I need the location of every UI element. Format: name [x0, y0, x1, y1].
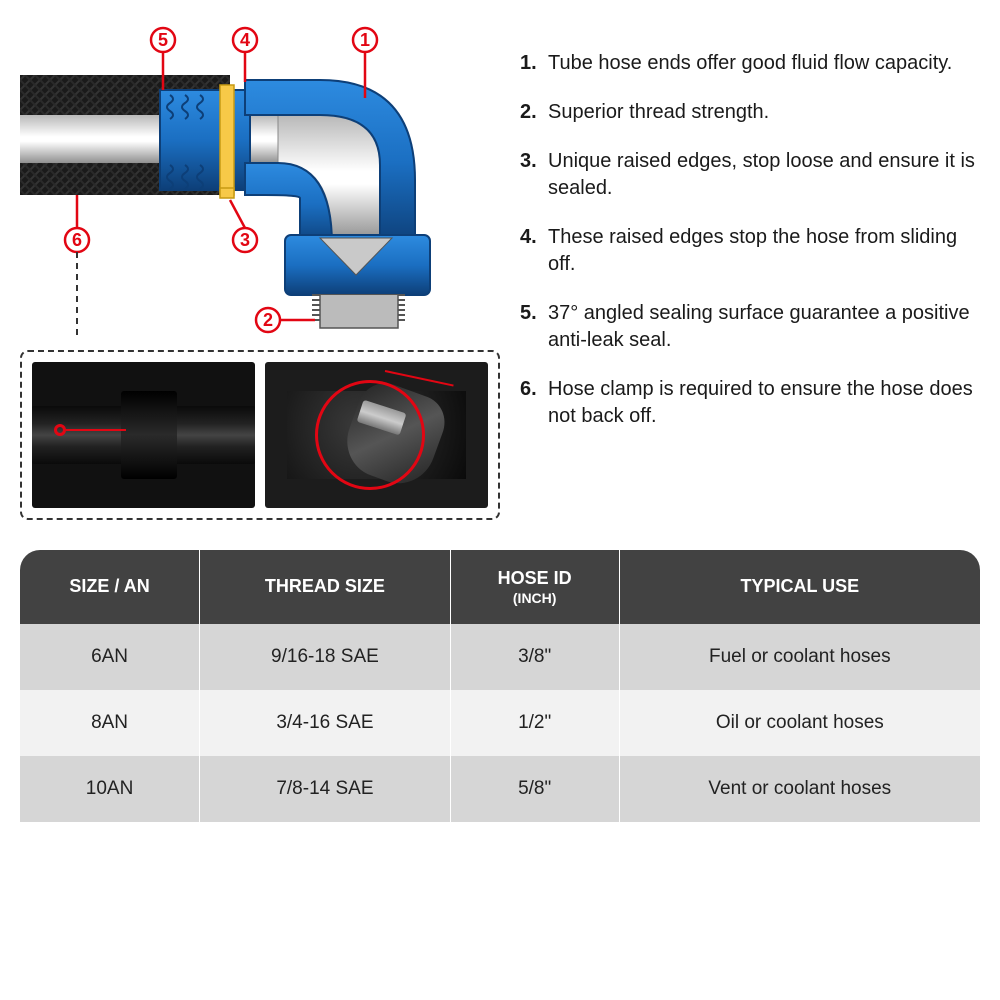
- table-row: 8AN 3/4-16 SAE 1/2" Oil or coolant hoses: [20, 690, 980, 756]
- hose-end-photo: [32, 362, 255, 508]
- col-thread: THREAD SIZE: [200, 550, 451, 624]
- callout-2: 2: [263, 310, 273, 330]
- hose-fitting-cutaway-diagram: 5 4 1 6 3 2: [20, 20, 500, 340]
- feature-item: 3.Unique raised edges, stop loose and en…: [520, 148, 980, 202]
- callout-5: 5: [158, 30, 168, 50]
- col-use: TYPICAL USE: [620, 550, 980, 624]
- feature-item: 4.These raised edges stop the hose from …: [520, 224, 980, 278]
- feature-item: 1.Tube hose ends offer good fluid flow c…: [520, 50, 980, 77]
- hose-clamp-photo: [265, 362, 488, 508]
- callout-4: 4: [240, 30, 250, 50]
- feature-item: 5.37° angled sealing surface guarantee a…: [520, 300, 980, 354]
- table-row: 10AN 7/8-14 SAE 5/8" Vent or coolant hos…: [20, 756, 980, 822]
- callout-1: 1: [360, 30, 370, 50]
- feature-item: 6.Hose clamp is required to ensure the h…: [520, 376, 980, 430]
- col-hoseid: HOSE ID(INCH): [451, 550, 620, 624]
- spec-table: SIZE / AN THREAD SIZE HOSE ID(INCH) TYPI…: [20, 550, 980, 822]
- features-list: 1.Tube hose ends offer good fluid flow c…: [520, 20, 980, 520]
- callout-3: 3: [240, 230, 250, 250]
- table-row: 6AN 9/16-18 SAE 3/8" Fuel or coolant hos…: [20, 624, 980, 690]
- callout-6: 6: [72, 230, 82, 250]
- detail-photo-panel: [20, 350, 500, 520]
- feature-item: 2.Superior thread strength.: [520, 99, 980, 126]
- col-size: SIZE / AN: [20, 550, 200, 624]
